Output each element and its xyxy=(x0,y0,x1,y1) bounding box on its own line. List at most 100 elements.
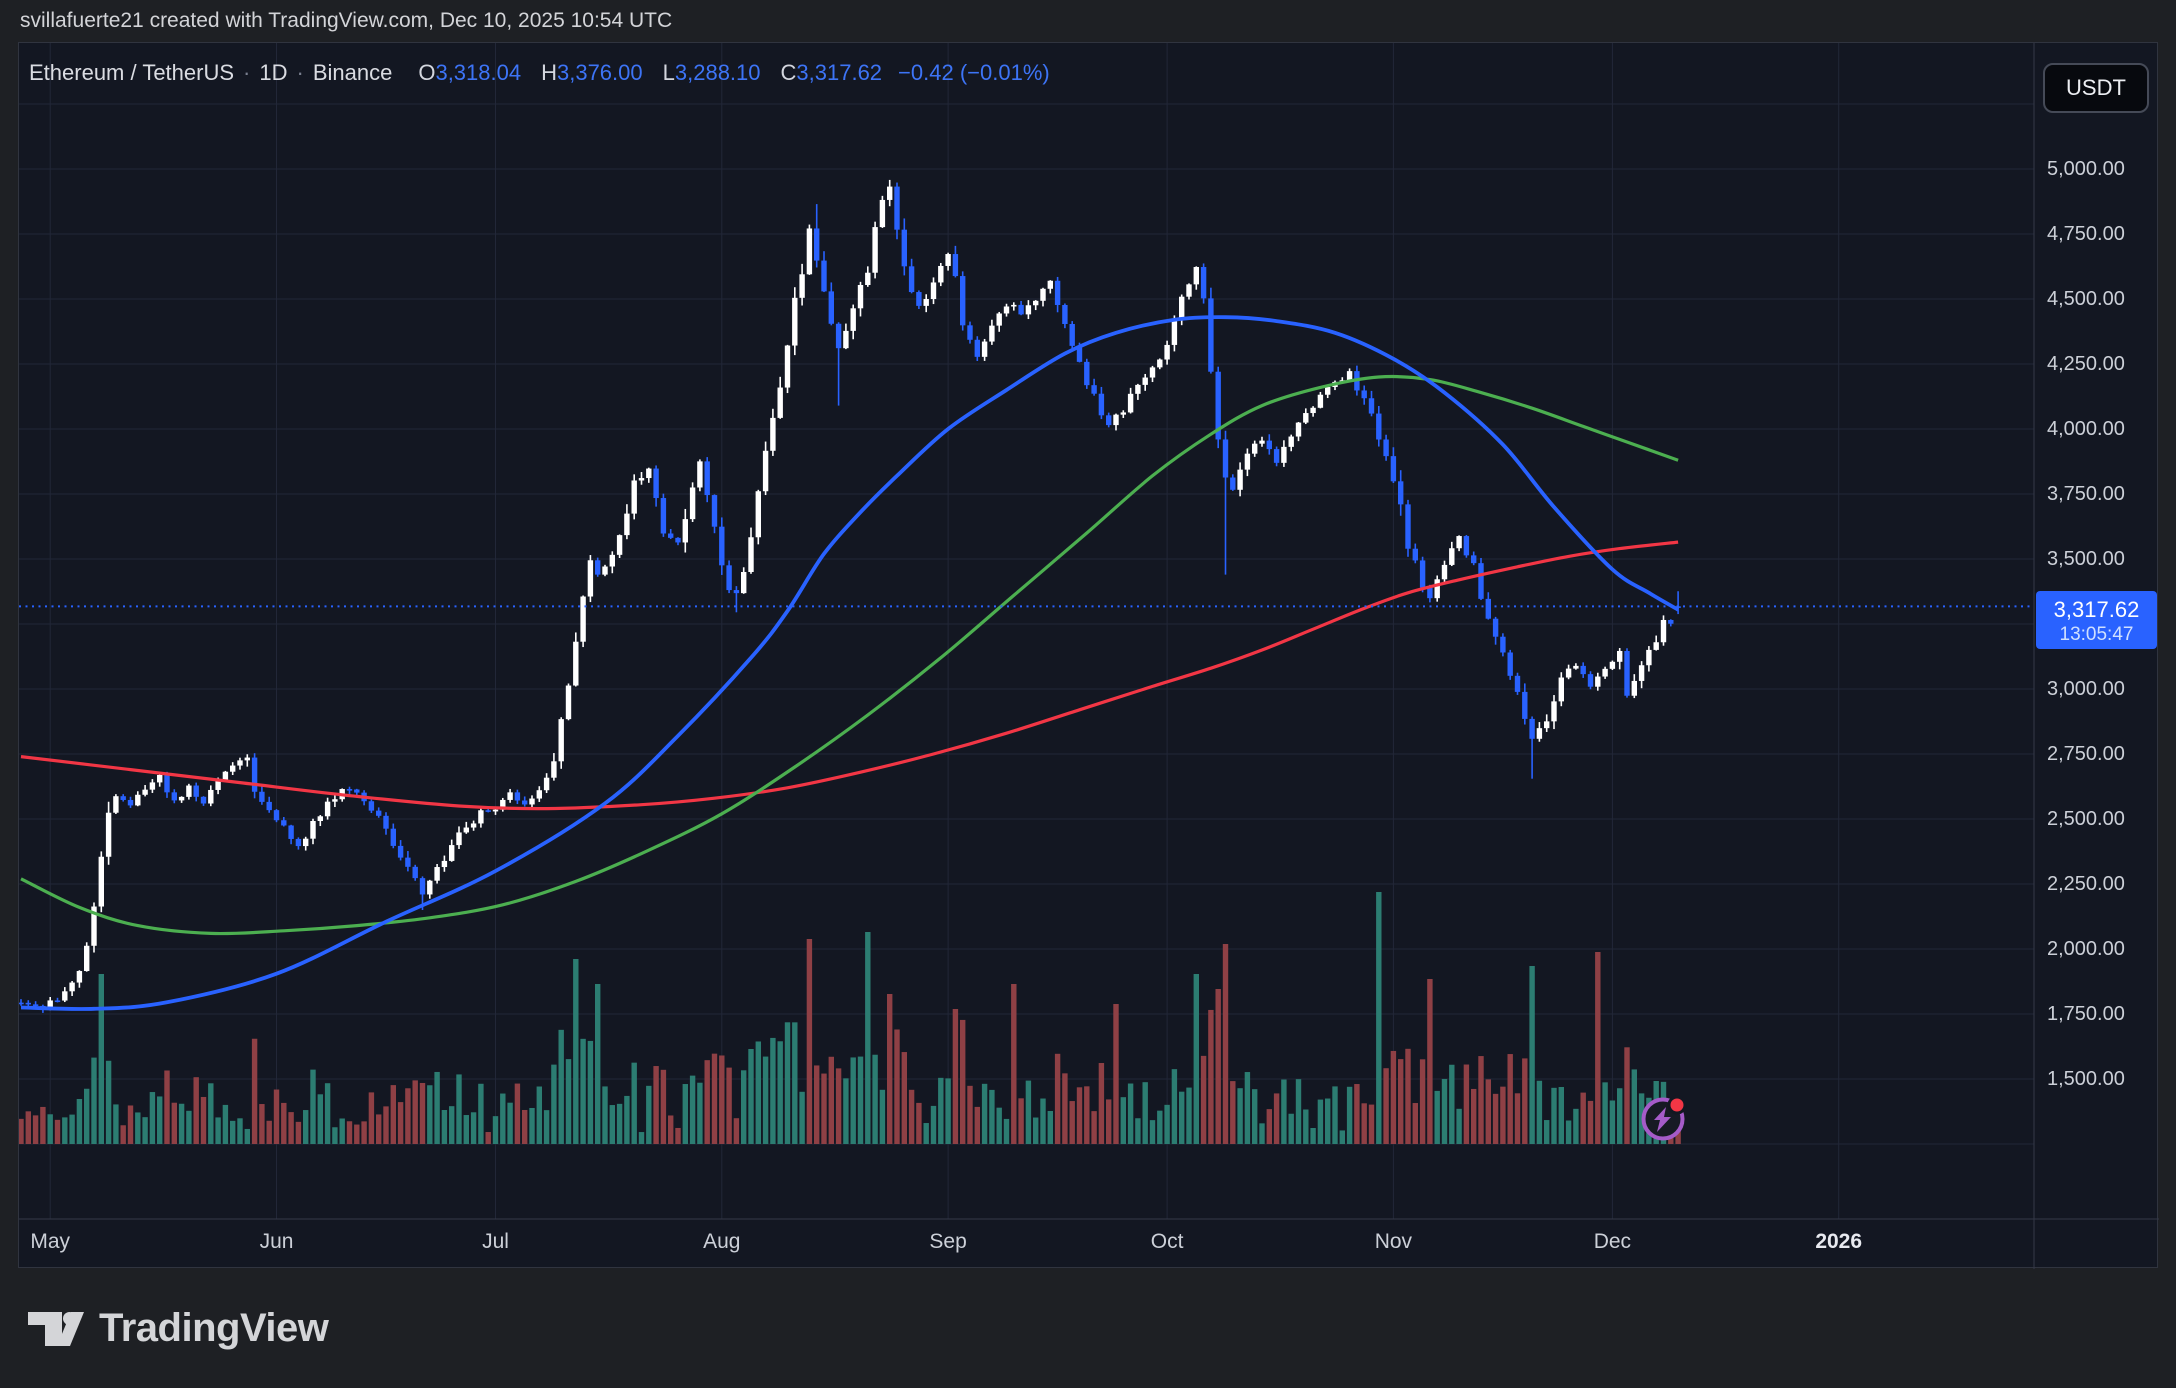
candle-body xyxy=(1551,701,1557,722)
interval-label[interactable]: 1D xyxy=(259,60,288,85)
candle-body xyxy=(1011,304,1017,307)
volume-bar xyxy=(543,1110,550,1144)
countdown-timer: 13:05:47 xyxy=(2059,624,2134,645)
candle-body xyxy=(580,596,586,642)
candle-body xyxy=(449,845,455,861)
candle-body xyxy=(843,330,849,349)
volume-bar xyxy=(631,1062,637,1144)
time-tick-label: Oct xyxy=(1150,1230,1184,1253)
candle-body xyxy=(887,186,893,200)
chart-canvas[interactable] xyxy=(19,43,2159,1269)
candle-body xyxy=(689,487,696,520)
candle-body xyxy=(1252,443,1258,454)
volume-bar xyxy=(704,1060,710,1144)
candle-body xyxy=(1419,560,1426,588)
volume-bar xyxy=(879,1089,886,1144)
volume-bar xyxy=(164,1070,170,1144)
candle-body xyxy=(952,254,959,277)
candle-body xyxy=(1376,413,1382,440)
volume-bar xyxy=(850,1057,856,1144)
candle-body xyxy=(251,757,258,792)
candle-body xyxy=(135,794,141,806)
volume-bar xyxy=(273,1089,280,1144)
volume-bar xyxy=(1492,1093,1499,1144)
candle-body xyxy=(938,265,944,283)
symbol-name[interactable]: Ethereum / TetherUS xyxy=(29,60,235,85)
price-axis[interactable]: 5,000.00 4,750.00 4,500.00 4,250.00 4,000.00… xyxy=(2034,43,2159,1269)
volume-bar xyxy=(25,1111,31,1144)
volume-bar xyxy=(222,1104,229,1144)
volume-bar xyxy=(1617,1088,1623,1144)
candle-body xyxy=(127,799,134,806)
candle-body xyxy=(1529,718,1535,739)
currency-toggle-button[interactable]: USDT xyxy=(2043,63,2149,113)
candle-body xyxy=(1106,415,1112,426)
candle-body xyxy=(1500,636,1506,653)
tradingview-brand[interactable]: TradingView xyxy=(28,1306,329,1351)
candle-body xyxy=(1485,598,1491,619)
time-tick-label: Jul xyxy=(482,1230,509,1253)
time-axis[interactable]: May Jun Jul Aug Sep Oct Nov Dec 2026 xyxy=(19,1219,2034,1268)
volume-bar xyxy=(303,1110,309,1144)
candle-body xyxy=(711,495,718,527)
candle-body xyxy=(799,274,805,298)
volume-bar xyxy=(405,1088,411,1144)
volume-bar xyxy=(1631,1069,1637,1144)
volume-bar xyxy=(609,1105,615,1144)
volume-bar xyxy=(1084,1086,1090,1144)
volume-bar xyxy=(251,1038,258,1144)
volume-bar xyxy=(208,1083,214,1144)
volume-bar xyxy=(960,1019,966,1144)
volume-bar xyxy=(638,1132,645,1144)
volume-bar xyxy=(1332,1086,1338,1144)
candle-body xyxy=(500,799,506,810)
volume-bar xyxy=(1062,1073,1068,1144)
candle-body xyxy=(383,815,389,829)
volume-bar xyxy=(1033,1117,1039,1144)
candle-body xyxy=(1638,665,1645,681)
candle-body xyxy=(1405,504,1411,549)
flash-snapshot-icon[interactable] xyxy=(1631,1087,1695,1151)
volume-bar xyxy=(295,1121,302,1144)
candle-body xyxy=(19,1002,24,1005)
volume-bar xyxy=(1609,1100,1616,1144)
candle-series xyxy=(19,179,1681,1013)
time-tick-label: Sep xyxy=(929,1230,967,1253)
volume-bar xyxy=(1047,1110,1053,1144)
volume-bar xyxy=(1222,944,1229,1144)
volume-bar xyxy=(1383,1068,1389,1144)
volume-bar xyxy=(1179,1091,1185,1144)
volume-bar xyxy=(887,994,893,1144)
volume-bar xyxy=(1390,1050,1397,1144)
volume-bar xyxy=(1580,1092,1586,1144)
volume-bar xyxy=(996,1107,1002,1144)
candle-body xyxy=(1653,642,1659,650)
candle-body xyxy=(32,1004,39,1006)
volume-bar xyxy=(434,1071,440,1144)
volume-bar xyxy=(1259,1123,1265,1144)
volume-bar xyxy=(1310,1127,1316,1144)
candle-body xyxy=(668,533,674,538)
candle-body xyxy=(777,387,783,418)
volume-series xyxy=(19,892,1681,1144)
volume-bar xyxy=(558,1029,564,1144)
volume-bar xyxy=(1551,1087,1557,1144)
volume-bar xyxy=(1208,1009,1214,1144)
candle-body xyxy=(1215,371,1221,440)
candle-body xyxy=(1514,675,1521,692)
candle-body xyxy=(1025,305,1032,315)
candle-body xyxy=(755,491,761,538)
candle-body xyxy=(857,285,864,309)
candle-body xyxy=(1471,555,1477,564)
volume-bar xyxy=(719,1055,725,1144)
volume-bar xyxy=(770,1037,776,1144)
candle-body xyxy=(244,757,250,761)
candle-body xyxy=(427,880,433,895)
candle-body xyxy=(806,228,813,275)
volume-bar xyxy=(573,959,579,1144)
volume-bar xyxy=(171,1102,177,1144)
volume-bar xyxy=(1237,1088,1243,1144)
volume-bar xyxy=(1106,1099,1112,1144)
volume-bar xyxy=(69,1114,75,1144)
notification-dot xyxy=(1667,1095,1687,1115)
